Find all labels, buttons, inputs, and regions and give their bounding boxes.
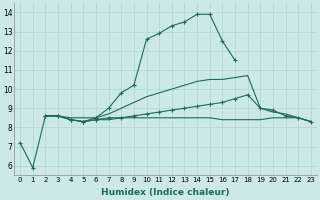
X-axis label: Humidex (Indice chaleur): Humidex (Indice chaleur) <box>101 188 230 197</box>
